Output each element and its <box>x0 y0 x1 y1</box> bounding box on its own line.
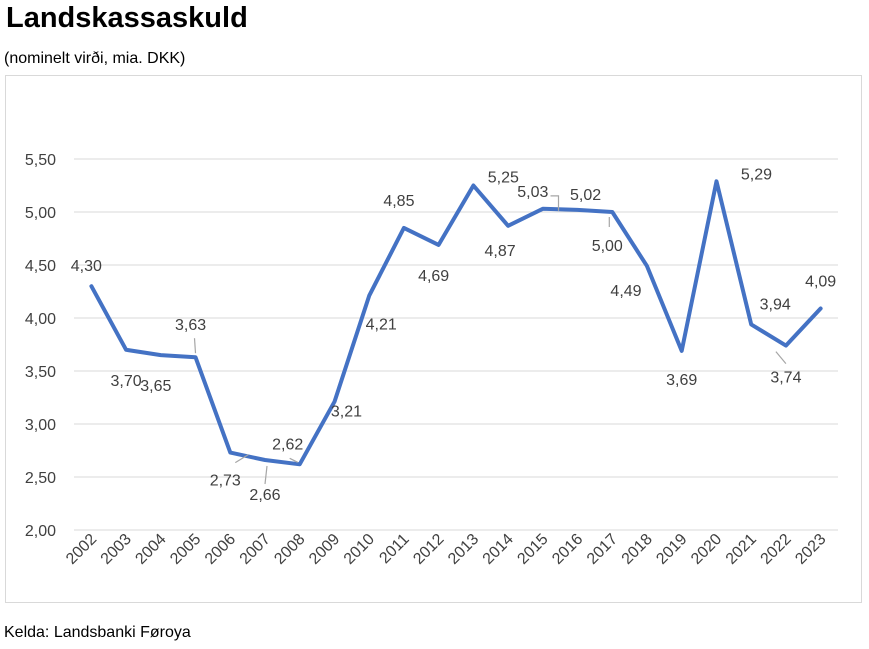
x-tick-label: 2002 <box>63 531 100 568</box>
label-leader-line <box>775 351 787 364</box>
chart-frame <box>5 75 862 603</box>
data-label: 3,94 <box>760 296 791 313</box>
data-label: 4,69 <box>418 268 449 285</box>
data-label: 2,73 <box>210 473 241 490</box>
label-leader-line <box>264 465 268 485</box>
data-label: 5,03 <box>517 184 548 201</box>
data-label: 3,70 <box>111 373 142 390</box>
data-label: 2,62 <box>272 436 303 453</box>
y-tick-label: 4,50 <box>25 258 56 275</box>
x-tick-label: 2017 <box>584 531 621 568</box>
data-label: 4,30 <box>71 258 102 275</box>
label-leader-line <box>550 195 560 211</box>
label-leader-line <box>289 457 298 463</box>
data-label: 3,74 <box>770 370 801 387</box>
y-tick-label: 5,50 <box>25 152 56 169</box>
chart-title: Landskassaskuld <box>6 2 248 34</box>
x-tick-label: 2018 <box>619 531 656 568</box>
data-label: 5,25 <box>488 170 519 187</box>
data-label: 4,49 <box>610 283 641 300</box>
x-tick-label: 2010 <box>341 531 378 568</box>
x-tick-label: 2006 <box>202 531 239 568</box>
data-label: 5,02 <box>570 187 601 204</box>
y-tick-label: 4,00 <box>25 311 56 328</box>
data-label: 4,85 <box>383 193 414 210</box>
x-tick-label: 2013 <box>445 531 482 568</box>
data-label: 2,66 <box>249 487 280 504</box>
data-label: 3,65 <box>140 378 171 395</box>
data-label: 4,09 <box>805 273 836 290</box>
x-tick-label: 2011 <box>376 531 412 567</box>
x-tick-label: 2016 <box>549 531 586 568</box>
x-tick-label: 2023 <box>792 531 829 568</box>
x-tick-label: 2014 <box>480 531 517 568</box>
x-tick-label: 2009 <box>306 531 343 568</box>
data-label: 3,21 <box>331 404 362 421</box>
data-label: 5,00 <box>592 238 623 255</box>
x-tick-label: 2020 <box>688 531 725 568</box>
x-tick-label: 2007 <box>237 531 274 568</box>
x-tick-label: 2021 <box>723 531 760 568</box>
x-tick-label: 2019 <box>653 531 690 568</box>
data-label: 3,69 <box>666 372 697 389</box>
data-label: 4,21 <box>366 317 397 334</box>
x-tick-label: 2004 <box>132 531 169 568</box>
chart-subtitle: (nominelt virði, mia. DKK) <box>4 50 186 67</box>
series-line <box>89 179 823 467</box>
data-label: 5,29 <box>741 166 772 183</box>
y-tick-label: 3,00 <box>25 417 56 434</box>
label-leader-line <box>193 338 197 354</box>
source-note: Kelda: Landsbanki Føroya <box>4 624 191 641</box>
y-tick-label: 2,00 <box>25 523 56 540</box>
x-tick-label: 2005 <box>167 531 204 568</box>
data-label: 4,87 <box>485 243 516 260</box>
x-tick-label: 2003 <box>98 531 135 568</box>
data-label: 3,63 <box>175 317 206 334</box>
x-tick-label: 2008 <box>271 531 308 568</box>
y-tick-label: 2,50 <box>25 470 56 487</box>
y-tick-label: 5,00 <box>25 205 56 222</box>
y-tick-label: 3,50 <box>25 364 56 381</box>
label-leader-line <box>234 454 249 464</box>
x-tick-label: 2012 <box>410 531 447 568</box>
x-tick-label: 2015 <box>514 531 551 568</box>
x-tick-label: 2022 <box>758 531 795 568</box>
